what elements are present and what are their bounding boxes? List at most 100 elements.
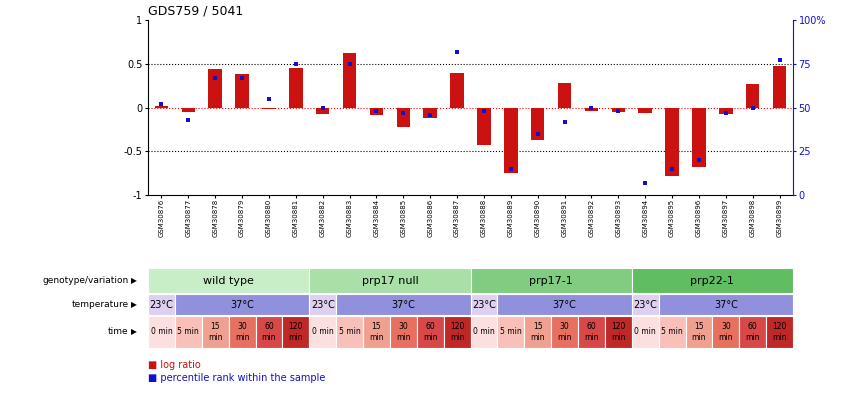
- Text: 5 min: 5 min: [661, 328, 683, 337]
- Bar: [336, 294, 471, 315]
- Bar: [659, 294, 793, 315]
- Bar: [363, 316, 390, 348]
- Text: prp22-1: prp22-1: [690, 275, 734, 286]
- Bar: [208, 69, 222, 107]
- Bar: [262, 107, 276, 109]
- Bar: [712, 316, 740, 348]
- Text: 30
min: 30 min: [557, 322, 572, 342]
- Text: 0 min: 0 min: [151, 328, 172, 337]
- Text: 0 min: 0 min: [473, 328, 494, 337]
- Text: 15
min: 15 min: [692, 322, 706, 342]
- Bar: [255, 316, 283, 348]
- Text: temperature: temperature: [71, 300, 129, 309]
- Bar: [390, 316, 417, 348]
- Bar: [283, 316, 309, 348]
- Bar: [236, 74, 248, 107]
- Bar: [638, 107, 652, 113]
- Bar: [740, 316, 766, 348]
- Bar: [551, 316, 578, 348]
- Bar: [631, 316, 659, 348]
- Bar: [229, 316, 255, 348]
- Text: 30
min: 30 min: [396, 322, 410, 342]
- Text: 15
min: 15 min: [530, 322, 545, 342]
- Text: GDS759 / 5041: GDS759 / 5041: [148, 4, 243, 17]
- Text: 5 min: 5 min: [500, 328, 522, 337]
- Text: 30
min: 30 min: [718, 322, 733, 342]
- Bar: [471, 316, 497, 348]
- Bar: [155, 106, 168, 107]
- Text: 37°C: 37°C: [391, 300, 415, 309]
- Bar: [631, 294, 659, 315]
- Bar: [148, 294, 174, 315]
- Text: ▶: ▶: [131, 276, 137, 285]
- Text: 23°C: 23°C: [311, 300, 334, 309]
- Text: ▶: ▶: [131, 328, 137, 337]
- Text: 120
min: 120 min: [611, 322, 625, 342]
- Bar: [309, 294, 336, 315]
- Bar: [443, 316, 471, 348]
- Bar: [417, 316, 443, 348]
- Bar: [585, 107, 598, 111]
- Text: 120
min: 120 min: [450, 322, 465, 342]
- Bar: [174, 316, 202, 348]
- Bar: [631, 268, 793, 293]
- Text: 5 min: 5 min: [178, 328, 199, 337]
- Text: ■ percentile rank within the sample: ■ percentile rank within the sample: [148, 373, 325, 383]
- Bar: [686, 316, 712, 348]
- Text: 23°C: 23°C: [472, 300, 496, 309]
- Text: 0 min: 0 min: [634, 328, 656, 337]
- Text: 60
min: 60 min: [584, 322, 599, 342]
- Text: 120
min: 120 min: [288, 322, 303, 342]
- Bar: [309, 316, 336, 348]
- Text: 37°C: 37°C: [230, 300, 254, 309]
- Bar: [202, 316, 229, 348]
- Text: 60
min: 60 min: [423, 322, 437, 342]
- Bar: [497, 294, 631, 315]
- Text: 37°C: 37°C: [552, 300, 576, 309]
- Bar: [766, 316, 793, 348]
- Bar: [746, 84, 759, 107]
- Text: 15
min: 15 min: [369, 322, 384, 342]
- Text: 30
min: 30 min: [235, 322, 249, 342]
- Text: 37°C: 37°C: [714, 300, 738, 309]
- Bar: [148, 316, 174, 348]
- Text: 15
min: 15 min: [208, 322, 222, 342]
- Bar: [369, 107, 383, 115]
- Text: 23°C: 23°C: [150, 300, 174, 309]
- Text: time: time: [108, 328, 129, 337]
- Bar: [659, 316, 686, 348]
- Bar: [450, 72, 464, 107]
- Bar: [471, 294, 497, 315]
- Text: prp17-1: prp17-1: [529, 275, 573, 286]
- Bar: [524, 316, 551, 348]
- Text: prp17 null: prp17 null: [362, 275, 418, 286]
- Bar: [773, 66, 786, 107]
- Bar: [424, 107, 437, 118]
- Bar: [316, 107, 329, 114]
- Bar: [605, 316, 631, 348]
- Bar: [497, 316, 524, 348]
- Bar: [148, 268, 309, 293]
- Bar: [719, 107, 733, 114]
- Bar: [336, 316, 363, 348]
- Bar: [289, 68, 303, 107]
- Bar: [692, 107, 705, 167]
- Text: wild type: wild type: [203, 275, 254, 286]
- Bar: [309, 268, 471, 293]
- Text: 0 min: 0 min: [311, 328, 334, 337]
- Bar: [397, 107, 410, 127]
- Text: ▶: ▶: [131, 300, 137, 309]
- Text: ■ log ratio: ■ log ratio: [148, 360, 201, 370]
- Bar: [578, 316, 605, 348]
- Text: 120
min: 120 min: [773, 322, 787, 342]
- Text: 60
min: 60 min: [262, 322, 277, 342]
- Bar: [504, 107, 517, 173]
- Bar: [477, 107, 491, 145]
- Text: 5 min: 5 min: [339, 328, 361, 337]
- Text: genotype/variation: genotype/variation: [43, 276, 129, 285]
- Bar: [174, 294, 309, 315]
- Bar: [343, 53, 357, 107]
- Text: 23°C: 23°C: [633, 300, 657, 309]
- Bar: [471, 268, 631, 293]
- Bar: [181, 107, 195, 112]
